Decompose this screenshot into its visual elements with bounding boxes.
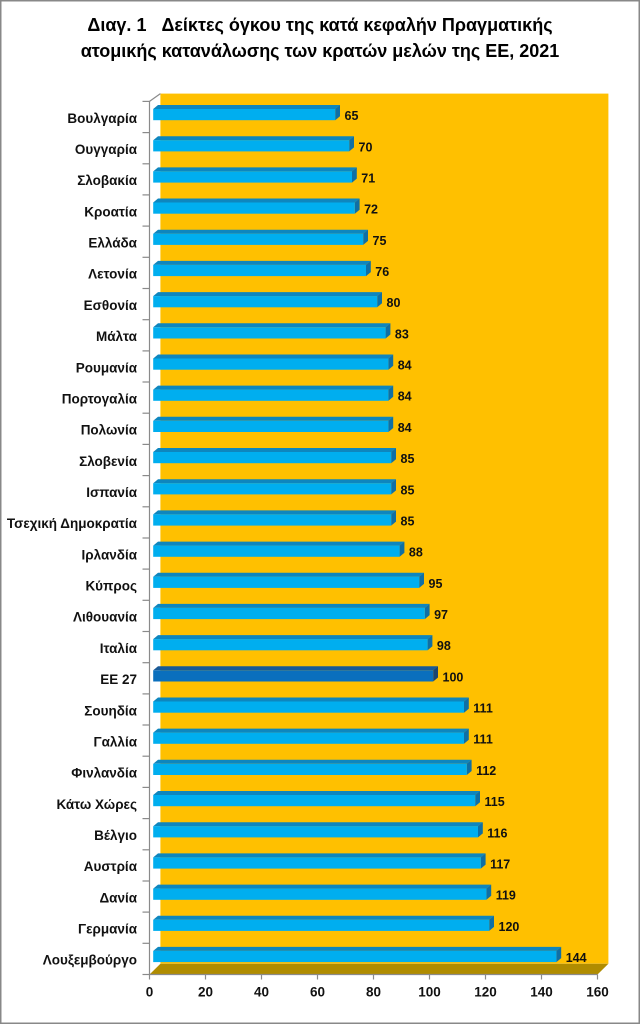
svg-text:Ισπανία: Ισπανία [86,485,138,500]
svg-text:98: 98 [437,639,451,653]
svg-text:Σουηδία: Σουηδία [84,703,137,718]
svg-text:85: 85 [401,483,415,497]
svg-text:65: 65 [345,109,359,123]
svg-text:0: 0 [146,985,154,1000]
svg-text:119: 119 [496,889,516,903]
svg-text:75: 75 [373,234,387,248]
svg-text:40: 40 [254,985,269,1000]
svg-text:Ρουμανία: Ρουμανία [76,360,138,375]
svg-text:112: 112 [476,764,496,778]
svg-text:Βέλγιο: Βέλγιο [94,828,137,843]
svg-text:Μάλτα: Μάλτα [96,329,138,344]
svg-text:Βουλγαρία: Βουλγαρία [67,111,137,126]
svg-text:111: 111 [473,733,493,747]
svg-text:Εσθονία: Εσθονία [84,298,138,313]
svg-text:Πολωνία: Πολωνία [81,423,138,438]
svg-text:Τσεχική Δημοκρατία: Τσεχική Δημοκρατία [7,516,138,531]
svg-text:72: 72 [364,203,378,217]
svg-text:100: 100 [418,985,441,1000]
svg-text:80: 80 [366,985,381,1000]
svg-text:Σλοβακία: Σλοβακία [77,173,138,188]
svg-text:20: 20 [198,985,213,1000]
svg-text:140: 140 [530,985,553,1000]
svg-text:Δανία: Δανία [99,890,137,905]
svg-text:Κροατία: Κροατία [84,204,137,219]
svg-text:71: 71 [361,172,375,186]
svg-text:100: 100 [443,670,464,684]
svg-text:Λιθουανία: Λιθουανία [73,610,138,625]
svg-text:Διαγ. 1 Δείκτες όγκου της κα: Διαγ. 1 Δείκτες όγκου της κατά κεφαλήν Π… [87,15,552,35]
svg-text:76: 76 [375,265,389,279]
svg-text:ατομικής κατανάλωσης των κρατώ: ατομικής κατανάλωσης των κρατών μελών τη… [81,41,560,61]
svg-text:Γαλλία: Γαλλία [94,734,138,749]
svg-text:144: 144 [566,951,587,965]
svg-text:Αυστρία: Αυστρία [84,859,138,874]
svg-text:84: 84 [398,390,412,404]
svg-text:Φινλανδία: Φινλανδία [71,766,137,781]
svg-text:85: 85 [401,515,415,529]
svg-text:Κάτω Χώρες: Κάτω Χώρες [56,797,137,812]
svg-text:Ουγγαρία: Ουγγαρία [75,142,138,157]
svg-text:97: 97 [434,608,448,622]
svg-text:Ιταλία: Ιταλία [100,641,138,656]
svg-text:116: 116 [487,826,507,840]
svg-text:ΕΕ 27: ΕΕ 27 [100,672,137,687]
svg-text:Σλοβενία: Σλοβενία [79,454,138,469]
svg-text:Κύπρος: Κύπρος [85,579,137,594]
svg-text:Πορτογαλία: Πορτογαλία [62,391,138,406]
svg-text:83: 83 [395,327,409,341]
svg-text:Λουξεμβούργο: Λουξεμβούργο [43,953,137,968]
svg-text:Ιρλανδία: Ιρλανδία [82,547,138,562]
svg-text:84: 84 [398,421,412,435]
svg-text:60: 60 [310,985,325,1000]
svg-text:88: 88 [409,546,423,560]
svg-text:160: 160 [586,985,609,1000]
svg-text:70: 70 [359,140,373,154]
svg-text:Γερμανία: Γερμανία [78,922,138,937]
svg-text:95: 95 [429,577,443,591]
svg-text:80: 80 [387,296,401,310]
svg-text:115: 115 [485,795,505,809]
svg-text:84: 84 [398,359,412,373]
svg-text:Λετονία: Λετονία [88,267,138,282]
svg-text:120: 120 [499,920,520,934]
svg-text:Ελλάδα: Ελλάδα [88,236,137,251]
svg-text:85: 85 [401,452,415,466]
svg-text:117: 117 [490,858,510,872]
svg-text:120: 120 [474,985,497,1000]
svg-text:111: 111 [473,702,493,716]
